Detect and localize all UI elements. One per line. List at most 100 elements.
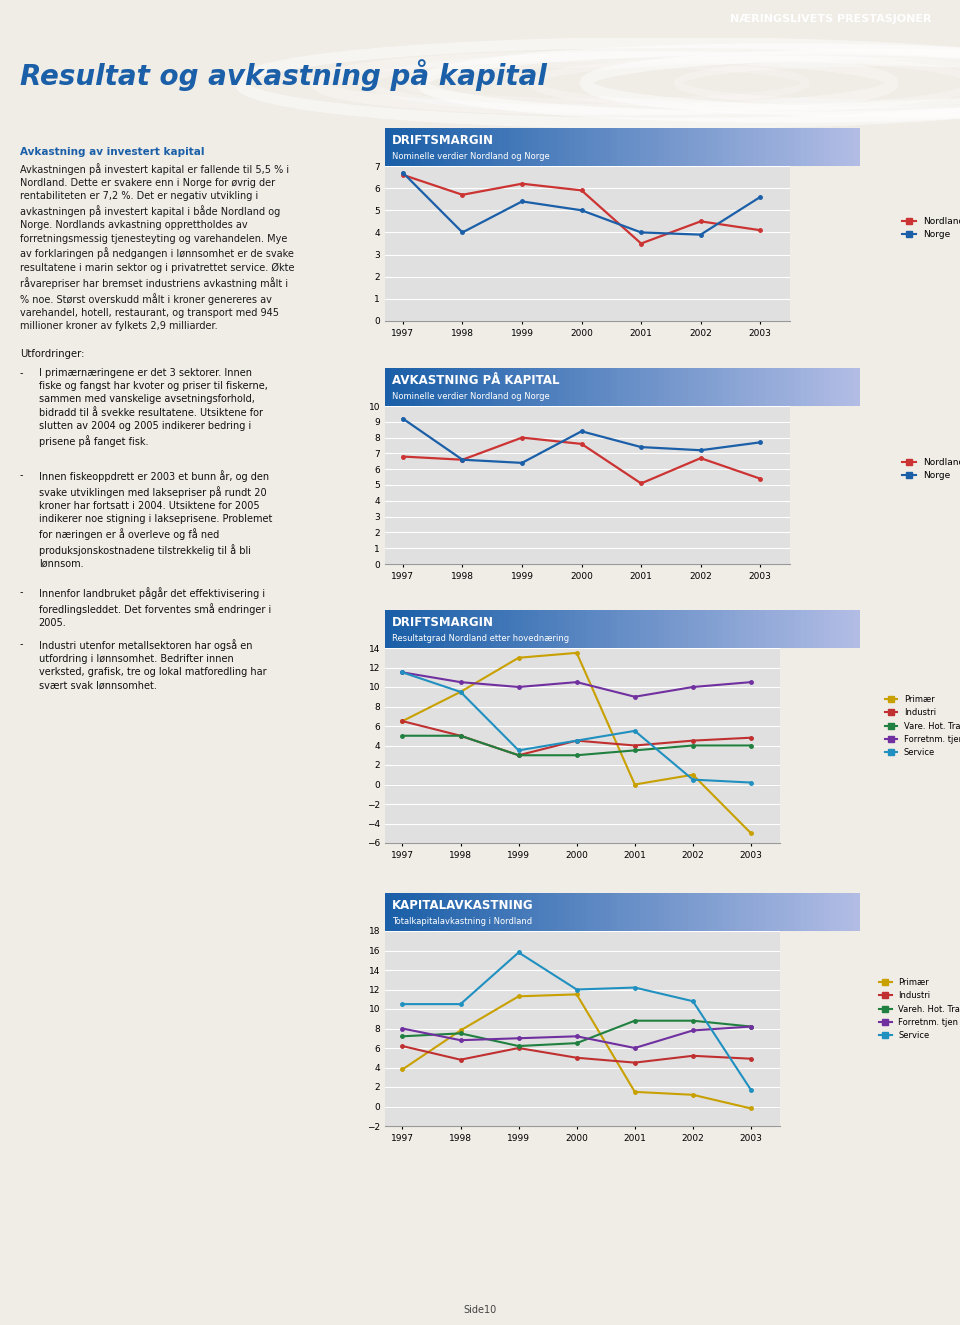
- Bar: [664, 368, 672, 405]
- Bar: [504, 610, 512, 648]
- Bar: [848, 368, 856, 405]
- Bar: [629, 610, 636, 648]
- Bar: [711, 610, 720, 648]
- Bar: [777, 368, 785, 405]
- Bar: [498, 610, 506, 648]
- Bar: [854, 129, 862, 166]
- Bar: [391, 129, 399, 166]
- Bar: [456, 129, 465, 166]
- Bar: [545, 368, 554, 405]
- Bar: [593, 610, 601, 648]
- Bar: [777, 893, 785, 931]
- Bar: [741, 368, 750, 405]
- Bar: [534, 368, 541, 405]
- Bar: [439, 893, 446, 931]
- Bar: [391, 893, 399, 931]
- Bar: [492, 610, 500, 648]
- Bar: [534, 610, 541, 648]
- Bar: [652, 368, 660, 405]
- Bar: [545, 129, 554, 166]
- Bar: [456, 610, 465, 648]
- Bar: [622, 368, 631, 405]
- Bar: [616, 129, 625, 166]
- Bar: [521, 893, 530, 931]
- Bar: [420, 893, 429, 931]
- Bar: [730, 129, 737, 166]
- Text: -: -: [20, 587, 27, 598]
- Text: -: -: [20, 470, 27, 480]
- Bar: [480, 368, 489, 405]
- Bar: [480, 893, 489, 931]
- Text: Side10: Side10: [464, 1305, 496, 1314]
- Bar: [801, 368, 809, 405]
- Bar: [415, 129, 423, 166]
- Bar: [504, 893, 512, 931]
- Bar: [587, 893, 595, 931]
- Bar: [439, 368, 446, 405]
- Bar: [759, 368, 767, 405]
- Bar: [765, 893, 774, 931]
- Bar: [396, 368, 405, 405]
- Legend: Nordland, Norge: Nordland, Norge: [899, 213, 960, 242]
- Bar: [700, 893, 708, 931]
- Bar: [540, 610, 548, 648]
- Bar: [587, 610, 595, 648]
- Bar: [433, 610, 441, 648]
- Bar: [765, 129, 774, 166]
- Text: Avkastningen på investert kapital er fallende til 5,5 % i
Nordland. Dette er sva: Avkastningen på investert kapital er fal…: [20, 163, 295, 331]
- Text: Resultat og avkastning på kapital: Resultat og avkastning på kapital: [20, 60, 547, 91]
- Bar: [564, 610, 571, 648]
- Bar: [854, 610, 862, 648]
- Legend: Primær, Industri, Vareh. Hot. Trans, Forretnm. tjen, Service: Primær, Industri, Vareh. Hot. Trans, For…: [876, 975, 960, 1043]
- Bar: [439, 610, 446, 648]
- Bar: [724, 610, 732, 648]
- Bar: [682, 368, 690, 405]
- Bar: [706, 893, 714, 931]
- Bar: [836, 129, 845, 166]
- Bar: [724, 893, 732, 931]
- Text: AVKASTNING PÅ KAPITAL: AVKASTNING PÅ KAPITAL: [392, 374, 560, 387]
- Bar: [848, 610, 856, 648]
- Bar: [444, 893, 453, 931]
- Bar: [415, 893, 423, 931]
- Bar: [754, 368, 761, 405]
- Bar: [759, 129, 767, 166]
- Bar: [599, 893, 607, 931]
- Bar: [622, 610, 631, 648]
- Bar: [396, 893, 405, 931]
- Bar: [468, 610, 476, 648]
- Bar: [492, 129, 500, 166]
- Bar: [426, 893, 435, 931]
- Bar: [801, 893, 809, 931]
- Bar: [806, 129, 815, 166]
- Bar: [640, 129, 649, 166]
- Bar: [480, 610, 489, 648]
- Bar: [659, 368, 666, 405]
- Bar: [557, 610, 565, 648]
- Bar: [782, 610, 791, 648]
- Bar: [611, 893, 619, 931]
- Bar: [782, 368, 791, 405]
- Bar: [575, 129, 584, 166]
- Bar: [504, 129, 512, 166]
- Bar: [426, 368, 435, 405]
- Bar: [540, 893, 548, 931]
- Bar: [527, 129, 536, 166]
- Bar: [771, 610, 780, 648]
- Bar: [730, 368, 737, 405]
- Bar: [593, 368, 601, 405]
- Bar: [534, 893, 541, 931]
- Bar: [468, 368, 476, 405]
- Bar: [409, 893, 417, 931]
- Bar: [521, 368, 530, 405]
- Bar: [593, 893, 601, 931]
- Bar: [622, 129, 631, 166]
- Bar: [474, 368, 482, 405]
- Bar: [747, 610, 756, 648]
- Bar: [385, 368, 394, 405]
- Bar: [789, 893, 797, 931]
- Bar: [825, 893, 832, 931]
- Text: -: -: [20, 368, 27, 378]
- Bar: [474, 129, 482, 166]
- Bar: [652, 893, 660, 931]
